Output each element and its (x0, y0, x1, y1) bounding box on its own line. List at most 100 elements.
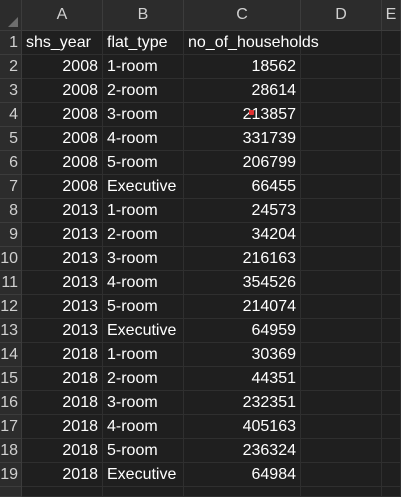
row-header-20[interactable] (0, 487, 22, 497)
cell-b13[interactable]: Executive (103, 319, 184, 343)
cell-e19[interactable] (382, 463, 401, 487)
cell-d12[interactable] (301, 295, 382, 319)
column-header-d[interactable]: D (301, 0, 382, 31)
cell-e12[interactable] (382, 295, 401, 319)
cell-b17[interactable]: 4-room (103, 415, 184, 439)
cell-c12[interactable]: 214074 (184, 295, 301, 319)
cell-c1[interactable]: no_of_households (184, 31, 319, 55)
cell-d13[interactable] (301, 319, 382, 343)
cell-d3[interactable] (301, 79, 382, 103)
cell-c14[interactable]: 30369 (184, 343, 301, 367)
cell-d10[interactable] (301, 247, 382, 271)
cell-d5[interactable] (301, 127, 382, 151)
cell-c6[interactable]: 206799 (184, 151, 301, 175)
cell-e3[interactable] (382, 79, 401, 103)
cell-c8[interactable]: 24573 (184, 199, 301, 223)
cell-b3[interactable]: 2-room (103, 79, 184, 103)
row-header-10[interactable]: 10 (0, 247, 22, 271)
cell-a18[interactable]: 2018 (22, 439, 103, 463)
select-all-corner[interactable] (0, 0, 22, 31)
cell-a4[interactable]: 2008 (22, 103, 103, 127)
cell-a5[interactable]: 2008 (22, 127, 103, 151)
row-header-7[interactable]: 7 (0, 175, 22, 199)
cell-b14[interactable]: 1-room (103, 343, 184, 367)
row-header-6[interactable]: 6 (0, 151, 22, 175)
cell-a17[interactable]: 2018 (22, 415, 103, 439)
row-header-16[interactable]: 16 (0, 391, 22, 415)
row-header-13[interactable]: 13 (0, 319, 22, 343)
cell-d14[interactable] (301, 343, 382, 367)
cell-e16[interactable] (382, 391, 401, 415)
cell-a10[interactable]: 2013 (22, 247, 103, 271)
cell-c20[interactable] (184, 487, 301, 497)
cell-b15[interactable]: 2-room (103, 367, 184, 391)
cell-c17[interactable]: 405163 (184, 415, 301, 439)
cell-d8[interactable] (301, 199, 382, 223)
cell-b11[interactable]: 4-room (103, 271, 184, 295)
row-header-12[interactable]: 12 (0, 295, 22, 319)
cell-e14[interactable] (382, 343, 401, 367)
cell-b19[interactable]: Executive (103, 463, 184, 487)
cell-e2[interactable] (382, 55, 401, 79)
column-header-b[interactable]: B (103, 0, 184, 31)
cell-c2[interactable]: 18562 (184, 55, 301, 79)
cell-b18[interactable]: 5-room (103, 439, 184, 463)
cell-e17[interactable] (382, 415, 401, 439)
row-header-5[interactable]: 5 (0, 127, 22, 151)
column-header-c[interactable]: C (184, 0, 301, 31)
cell-b6[interactable]: 5-room (103, 151, 184, 175)
cell-d1[interactable] (301, 31, 382, 55)
cell-c18[interactable]: 236324 (184, 439, 301, 463)
cell-e6[interactable] (382, 151, 401, 175)
cell-a20[interactable] (22, 487, 103, 497)
cell-d19[interactable] (301, 463, 382, 487)
cell-d9[interactable] (301, 223, 382, 247)
cell-c4[interactable]: 213857 (184, 103, 301, 127)
cell-e1[interactable] (382, 31, 401, 55)
cell-d2[interactable] (301, 55, 382, 79)
cell-c19[interactable]: 64984 (184, 463, 301, 487)
cell-a6[interactable]: 2008 (22, 151, 103, 175)
cell-d17[interactable] (301, 415, 382, 439)
row-header-15[interactable]: 15 (0, 367, 22, 391)
cell-a19[interactable]: 2018 (22, 463, 103, 487)
row-header-2[interactable]: 2 (0, 55, 22, 79)
cell-a11[interactable]: 2013 (22, 271, 103, 295)
cell-e4[interactable] (382, 103, 401, 127)
cell-b4[interactable]: 3-room (103, 103, 184, 127)
cell-e18[interactable] (382, 439, 401, 463)
cell-d7[interactable] (301, 175, 382, 199)
cell-d6[interactable] (301, 151, 382, 175)
cell-e11[interactable] (382, 271, 401, 295)
cell-a8[interactable]: 2013 (22, 199, 103, 223)
cell-b8[interactable]: 1-room (103, 199, 184, 223)
cell-b16[interactable]: 3-room (103, 391, 184, 415)
cell-a14[interactable]: 2018 (22, 343, 103, 367)
cell-c11[interactable]: 354526 (184, 271, 301, 295)
cell-c13[interactable]: 64959 (184, 319, 301, 343)
row-header-8[interactable]: 8 (0, 199, 22, 223)
cell-c16[interactable]: 232351 (184, 391, 301, 415)
cell-b10[interactable]: 3-room (103, 247, 184, 271)
cell-d16[interactable] (301, 391, 382, 415)
cell-d20[interactable] (301, 487, 382, 497)
row-header-17[interactable]: 17 (0, 415, 22, 439)
cell-a3[interactable]: 2008 (22, 79, 103, 103)
cell-b2[interactable]: 1-room (103, 55, 184, 79)
row-header-18[interactable]: 18 (0, 439, 22, 463)
cell-c15[interactable]: 44351 (184, 367, 301, 391)
cell-c9[interactable]: 34204 (184, 223, 301, 247)
cell-e7[interactable] (382, 175, 401, 199)
cell-a16[interactable]: 2018 (22, 391, 103, 415)
row-header-9[interactable]: 9 (0, 223, 22, 247)
cell-e8[interactable] (382, 199, 401, 223)
cell-b7[interactable]: Executive (103, 175, 184, 199)
cell-b9[interactable]: 2-room (103, 223, 184, 247)
cell-a15[interactable]: 2018 (22, 367, 103, 391)
cell-a13[interactable]: 2013 (22, 319, 103, 343)
cell-e10[interactable] (382, 247, 401, 271)
column-header-e[interactable]: E (382, 0, 401, 31)
column-header-a[interactable]: A (22, 0, 103, 31)
cell-d4[interactable] (301, 103, 382, 127)
row-header-3[interactable]: 3 (0, 79, 22, 103)
